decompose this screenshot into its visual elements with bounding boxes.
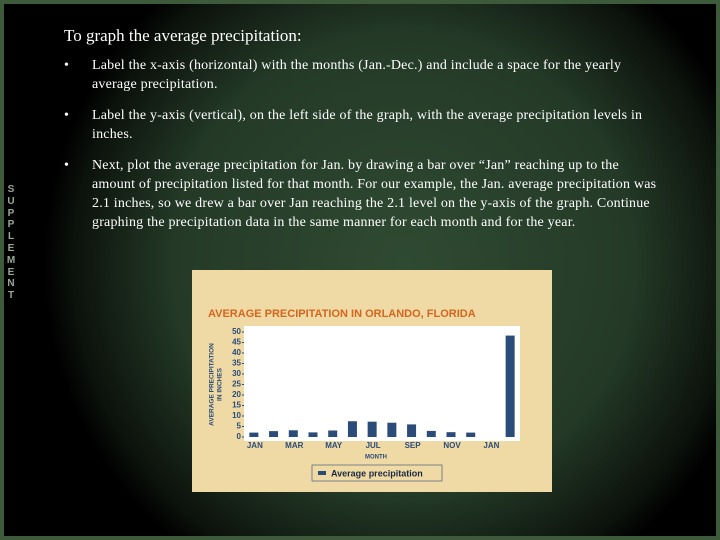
bar [426, 430, 436, 437]
bar [308, 432, 318, 437]
legend-box [311, 464, 443, 482]
y-tick-label: 5 [237, 422, 242, 431]
legend-label: Average precipitation [331, 468, 423, 478]
y-tick-label: 30 [232, 369, 241, 378]
bar [269, 431, 279, 437]
x-tick-label: SEP [405, 441, 422, 450]
y-tick-label: 40 [232, 348, 241, 357]
y-tick-label: 45 [232, 338, 241, 347]
y-axis-label: IN INCHES [217, 367, 224, 401]
x-tick-label: NOV [443, 441, 461, 450]
bar [249, 432, 259, 437]
bar [505, 335, 515, 437]
y-tick-label: 20 [232, 390, 241, 399]
bar [288, 430, 298, 437]
y-tick-label: 0 [237, 432, 242, 441]
chart-title: AVERAGE PRECIPITATION IN ORLANDO, FLORID… [208, 308, 476, 320]
plot-area [244, 326, 520, 441]
bar [328, 430, 338, 437]
x-tick-label: MAY [325, 441, 343, 450]
bullet: Next, plot the average precipitation for… [64, 156, 664, 232]
y-tick-label: 15 [232, 401, 241, 410]
y-tick-label: 10 [232, 411, 241, 420]
y-tick-label: 35 [232, 359, 241, 368]
x-tick-label: MAR [285, 441, 303, 450]
y-axis-label: AVERAGE PRECIPITATION [209, 343, 216, 426]
chart: AVERAGE PRECIPITATION IN ORLANDO, FLORID… [192, 270, 552, 492]
bullet-list: Label the x-axis (horizontal) with the m… [64, 56, 664, 244]
x-tick-label: JAN [483, 441, 499, 450]
bar [446, 432, 456, 437]
slide-title: To graph the average precipitation: [64, 26, 302, 45]
x-axis-label: MONTH [365, 455, 387, 461]
legend-swatch [318, 471, 326, 475]
y-tick-label: 25 [232, 380, 241, 389]
bar [347, 421, 357, 437]
bullet: Label the y-axis (vertical), on the left… [64, 106, 664, 144]
bar [387, 422, 397, 437]
y-tick-label: 50 [232, 327, 241, 336]
bullet: Label the x-axis (horizontal) with the m… [64, 56, 664, 94]
bar [407, 424, 417, 437]
x-tick-label: JAN [247, 441, 263, 450]
bar [367, 421, 377, 437]
x-tick-label: JUL [366, 441, 381, 450]
bar [466, 432, 476, 437]
side-label: SUPPLEMENT [6, 184, 16, 302]
